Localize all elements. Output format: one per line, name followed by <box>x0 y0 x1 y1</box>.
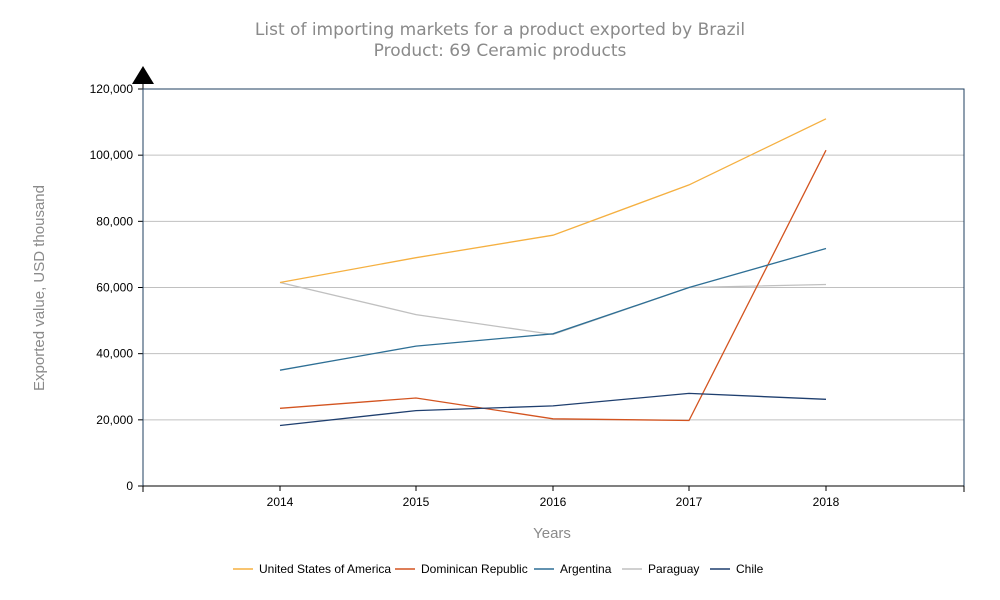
x-tick-label: 2018 <box>813 495 840 509</box>
x-axis-ticks: 2014 2015 2016 2017 2018 <box>142 485 965 509</box>
gridlines <box>143 154 964 421</box>
legend: United States of America Dominican Republ… <box>233 562 764 576</box>
y-axis-arrow-icon <box>132 66 154 84</box>
y-tick-label: 120,000 <box>90 82 134 96</box>
x-tick-label: 2017 <box>676 495 703 509</box>
series-lines <box>279 118 827 427</box>
x-tick-label: 2015 <box>403 495 430 509</box>
y-axis-title: Exported value, USD thousand <box>31 185 48 391</box>
legend-label: United States of America <box>259 562 391 576</box>
chart-subtitle: Product: 69 Ceramic products <box>374 41 627 61</box>
x-tick-label: 2016 <box>540 495 567 509</box>
chart-title: List of importing markets for a product … <box>255 20 745 40</box>
y-tick-label: 20,000 <box>96 413 133 427</box>
y-tick-label: 100,000 <box>90 148 134 162</box>
y-tick-label: 0 <box>126 479 133 493</box>
series-line-chile <box>279 392 827 427</box>
y-tick-label: 80,000 <box>96 214 133 228</box>
series-line-united-states-of-america <box>279 118 827 284</box>
y-axis-ticks: 0 20,000 40,000 60,000 80,000 100,000 120,000 <box>90 74 144 493</box>
x-axis-title: Years <box>533 525 571 542</box>
series-line-dominican-republic <box>279 149 827 422</box>
y-tick-label: 60,000 <box>96 281 133 295</box>
series-line-paraguay <box>279 281 827 336</box>
y-tick-label: 40,000 <box>96 347 133 361</box>
legend-label: Chile <box>736 562 764 576</box>
legend-label: Dominican Republic <box>421 562 528 576</box>
series-line-argentina <box>279 247 827 371</box>
x-tick-label: 2014 <box>267 495 294 509</box>
legend-label: Paraguay <box>648 562 699 576</box>
legend-label: Argentina <box>560 562 612 576</box>
